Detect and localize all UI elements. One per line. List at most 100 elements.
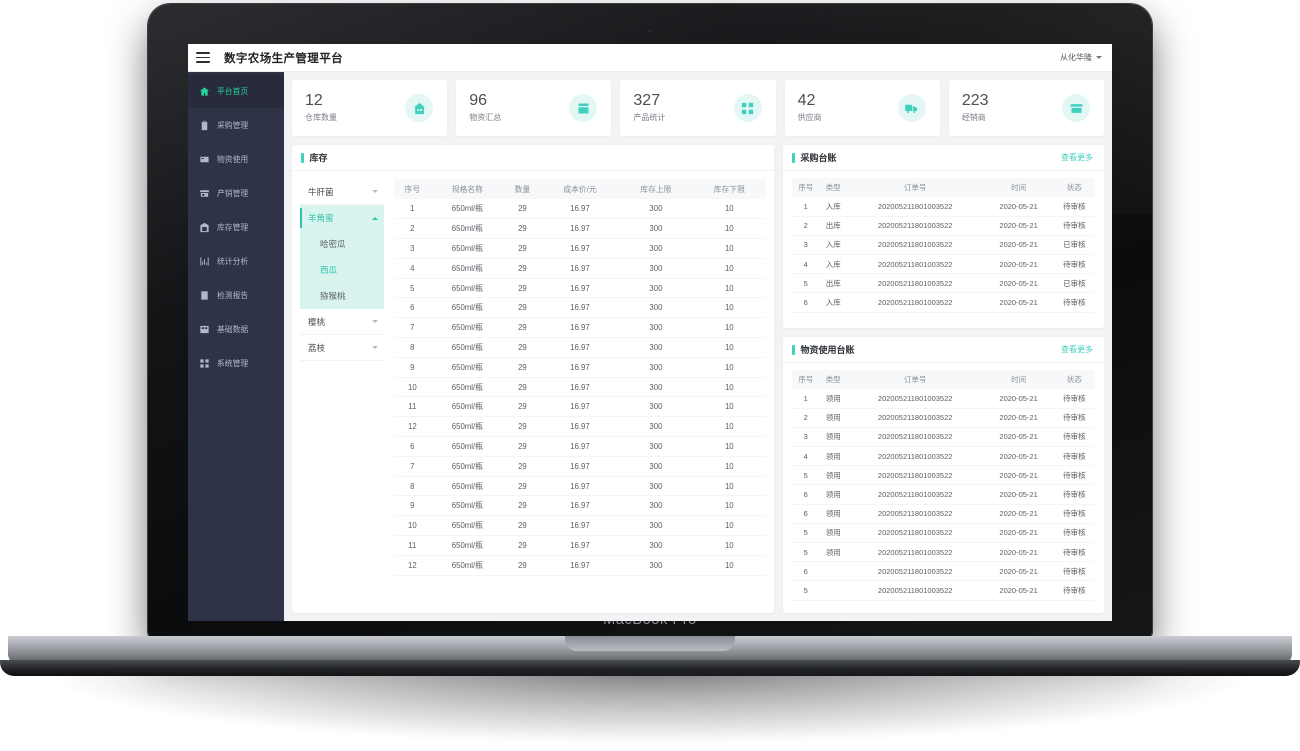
- tree-child-xigua[interactable]: 西瓜: [300, 257, 384, 283]
- table-cell: 10: [692, 199, 766, 220]
- table-row[interactable]: 12 650ml/瓶 29 16.97 300 10: [394, 416, 766, 438]
- tree-node-yangjiaomi[interactable]: 羊角蜜: [300, 205, 384, 231]
- table-cell: 16.97: [540, 396, 620, 418]
- table-row[interactable]: 6 领用 202005211801003522 2020-05-21 待审核: [792, 504, 1095, 524]
- table-cell: 300: [619, 396, 693, 418]
- table-row[interactable]: 1 领用 202005211801003522 2020-05-21 待审核: [792, 389, 1095, 409]
- cell-time: 2020-05-21: [983, 504, 1054, 524]
- table-row[interactable]: 5 领用 202005211801003522 2020-05-21 待审核: [792, 465, 1095, 486]
- cell-order-no: 202005211801003522: [846, 580, 984, 601]
- table-cell: 16.97: [540, 218, 620, 240]
- table-cell: 650ml/瓶: [430, 317, 505, 339]
- table-row[interactable]: 1 入库 202005211801003522 2020-05-21 待审核: [792, 197, 1095, 217]
- stat-card-product-stats[interactable]: 327 产品统计: [620, 80, 776, 136]
- table-row[interactable]: 2 出库 202005211801003522 2020-05-21 待审核: [792, 216, 1095, 236]
- table-row[interactable]: 6 202005211801003522 2020-05-21 待审核: [792, 561, 1095, 582]
- sidebar-item-test-report[interactable]: 检测报告: [188, 278, 284, 312]
- table-row[interactable]: 5 领用 202005211801003522 2020-05-21 待审核: [792, 523, 1095, 544]
- sidebar-item-base-data[interactable]: 基础数据: [188, 312, 284, 346]
- table-cell: 16.97: [540, 515, 620, 537]
- inventory-table-wrap[interactable]: 序号 规格名称 数量 成本价/元 库存上限 库存下限 1 650ml/瓶 29 16.97 300…: [390, 171, 774, 613]
- sidebar-item-inventory[interactable]: 库存管理: [188, 210, 284, 244]
- table-row[interactable]: 5 202005211801003522 2020-05-21 待审核: [792, 580, 1095, 601]
- table-row[interactable]: 9 650ml/瓶 29 16.97 300 10: [394, 357, 766, 378]
- table-row[interactable]: 11 650ml/瓶 29 16.97 300 10: [394, 396, 766, 418]
- purchase-view-more-link[interactable]: 查看更多: [1061, 153, 1093, 162]
- table-row[interactable]: 7 650ml/瓶 29 16.97 300 10: [394, 456, 766, 477]
- cell-index: 6: [792, 292, 820, 313]
- table-row[interactable]: 9 650ml/瓶 29 16.97 300 10: [394, 495, 766, 517]
- sidebar-item-material-use[interactable]: 物资使用: [188, 142, 284, 176]
- tree-node-niuganjun[interactable]: 牛肝菌: [300, 179, 384, 205]
- status-badge: 待审核: [1053, 504, 1095, 524]
- table-row[interactable]: 3 领用 202005211801003522 2020-05-21 待审核: [792, 427, 1095, 448]
- sidebar-item-statistics[interactable]: 统计分析: [188, 244, 284, 278]
- table-row[interactable]: 10 650ml/瓶 29 16.97 300 10: [394, 377, 766, 398]
- table-cell: 29: [504, 258, 541, 279]
- tree-node-yingtao[interactable]: 樱桃: [300, 309, 384, 335]
- sidebar-item-purchase[interactable]: 采购管理: [188, 108, 284, 142]
- table-cell: 300: [619, 555, 693, 576]
- table-row[interactable]: 6 650ml/瓶 29 16.97 300 10: [394, 436, 766, 457]
- table-row[interactable]: 4 入库 202005211801003522 2020-05-21 待审核: [792, 254, 1095, 275]
- tree-child-mihoutao[interactable]: 猕猴桃: [300, 283, 384, 309]
- stat-card-material-total[interactable]: 96 物资汇总: [456, 80, 612, 136]
- table-cell: 10: [692, 238, 766, 259]
- sidebar-item-home[interactable]: 平台首页: [188, 74, 284, 108]
- usage-ledger-table: 序号 类型 订单号 时间 状态 1 领用 202005211801003522 2020-05…: [792, 370, 1095, 601]
- table-row[interactable]: 2 领用 202005211801003522 2020-05-21 待审核: [792, 408, 1095, 428]
- table-row[interactable]: 11 650ml/瓶 29 16.97 300 10: [394, 535, 766, 556]
- table-cell: 29: [504, 278, 541, 299]
- column-header: 数量: [504, 179, 541, 199]
- cell-index: 5: [792, 465, 820, 486]
- user-menu[interactable]: 从化华隆: [1060, 52, 1102, 63]
- table-row[interactable]: 5 领用 202005211801003522 2020-05-21 待审核: [792, 542, 1095, 563]
- cell-type: 领用: [819, 542, 847, 563]
- hamburger-icon[interactable]: [196, 52, 210, 63]
- usage-view-more-link[interactable]: 查看更多: [1061, 345, 1093, 354]
- column-header: 序号: [792, 370, 820, 389]
- cell-type: 领用: [819, 484, 847, 505]
- table-row[interactable]: 6 650ml/瓶 29 16.97 300 10: [394, 297, 766, 319]
- table-row[interactable]: 8 650ml/瓶 29 16.97 300 10: [394, 337, 766, 358]
- cell-type: 领用: [819, 408, 847, 428]
- table-row[interactable]: 12 650ml/瓶 29 16.97 300 10: [394, 555, 766, 576]
- cell-time: 2020-05-21: [983, 254, 1054, 275]
- table-row[interactable]: 6 入库 202005211801003522 2020-05-21 待审核: [792, 292, 1095, 313]
- tree-child-hamigua[interactable]: 哈密瓜: [300, 231, 384, 257]
- sidebar-item-system[interactable]: 系统管理: [188, 346, 284, 380]
- sidebar-item-production-sales[interactable]: 产销管理: [188, 176, 284, 210]
- sidebar-item-label: 检测报告: [217, 290, 249, 300]
- table-row[interactable]: 10 650ml/瓶 29 16.97 300 10: [394, 515, 766, 537]
- table-row[interactable]: 5 出库 202005211801003522 2020-05-21 已审核: [792, 273, 1095, 294]
- right-column: 采购台账 查看更多 序号 类型 订单号 时间 状态 1 入库 202005211801003…: [783, 145, 1104, 613]
- cell-index: 6: [792, 561, 820, 582]
- table-cell: 2: [394, 218, 431, 240]
- cell-time: 2020-05-21: [983, 561, 1054, 582]
- table-row[interactable]: 6 领用 202005211801003522 2020-05-21 待审核: [792, 484, 1095, 505]
- table-row[interactable]: 7 650ml/瓶 29 16.97 300 10: [394, 317, 766, 339]
- status-badge: 待审核: [1053, 561, 1095, 582]
- stat-card-warehouse-count[interactable]: 12 仓库数量: [292, 80, 448, 136]
- table-row[interactable]: 3 入库 202005211801003522 2020-05-21 已审核: [792, 235, 1095, 256]
- cell-order-no: 202005211801003522: [846, 427, 984, 448]
- table-cell: 16.97: [540, 317, 620, 339]
- sidebar-item-label: 库存管理: [217, 222, 249, 232]
- usage-ledger-panel: 物资使用台账 查看更多 序号 类型 订单号 时间 状态 1 领用 2020052118010…: [783, 337, 1104, 613]
- stat-card-supplier[interactable]: 42 供应商: [784, 80, 940, 136]
- stat-card-distributor[interactable]: 223 经销商: [948, 80, 1105, 136]
- table-row[interactable]: 4 650ml/瓶 29 16.97 300 10: [394, 258, 766, 279]
- laptop-base-notch: [565, 636, 735, 651]
- table-row[interactable]: 4 领用 202005211801003522 2020-05-21 待审核: [792, 446, 1095, 467]
- table-row[interactable]: 1 650ml/瓶 29 16.97 300 10: [394, 199, 766, 220]
- table-row[interactable]: 2 650ml/瓶 29 16.97 300 10: [394, 218, 766, 240]
- table-row[interactable]: 3 650ml/瓶 29 16.97 300 10: [394, 238, 766, 259]
- table-cell: 10: [692, 396, 766, 418]
- table-cell: 29: [504, 555, 541, 576]
- tree-node-lizhi[interactable]: 荔枝: [300, 335, 384, 361]
- table-cell: 12: [394, 416, 431, 438]
- table-cell: 10: [692, 258, 766, 279]
- table-row[interactable]: 8 650ml/瓶 29 16.97 300 10: [394, 476, 766, 497]
- table-row[interactable]: 5 650ml/瓶 29 16.97 300 10: [394, 278, 766, 299]
- table-cell: 29: [504, 297, 541, 319]
